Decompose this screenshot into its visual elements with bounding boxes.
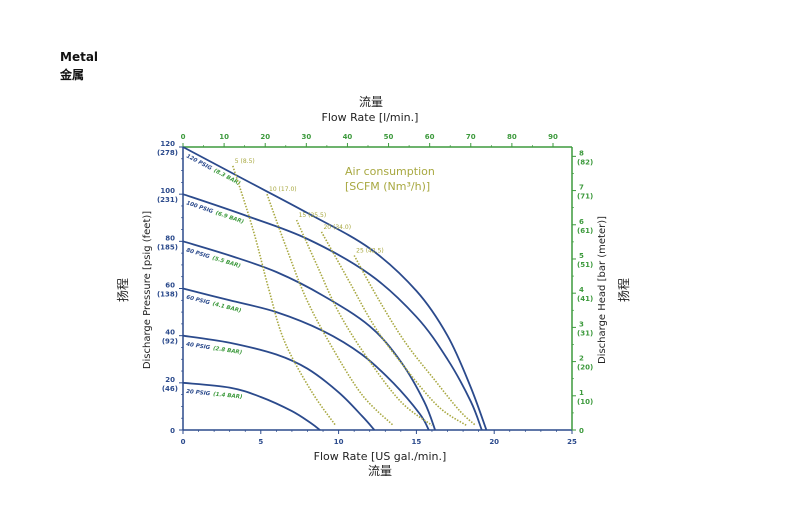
bottom-tick-label: 20 [489, 438, 499, 446]
right-tick-label: 2 [579, 355, 584, 363]
pump-curve-line [182, 334, 376, 431]
right-tick-label: 0 [579, 427, 584, 435]
pump-curve-label-text: 20 PSIG (1.4 BAR) [186, 389, 243, 401]
right-tick-sublabel: (71) [577, 193, 593, 201]
left-tick-label: 20 [165, 376, 175, 384]
top-tick-label: 50 [384, 133, 394, 141]
bottom-tick-label: 0 [181, 438, 186, 446]
pump-curve-line [182, 240, 436, 431]
left-tick-label: 60 [165, 282, 175, 290]
right-tick-label: 1 [579, 389, 584, 397]
top-axis-cn-label: 流量 [359, 95, 383, 109]
left-tick-sublabel: (92) [162, 338, 178, 346]
right-tick-sublabel: (51) [577, 261, 593, 269]
top-tick-label: 0 [181, 133, 186, 141]
right-axis-cn-label: 扬程 [616, 278, 631, 302]
left-axis-label: Discharge Pressure [psig (feet)] [142, 211, 153, 369]
pump-curve-line [182, 381, 321, 431]
pump-curve-bar-label: (2.8 BAR) [213, 346, 243, 356]
left-tick-sublabel: (185) [157, 243, 178, 251]
air-curve-label: 10 (17.0) [269, 186, 297, 193]
bottom-axis-cn-label: 流量 [368, 464, 392, 478]
left-tick-sublabel: (138) [157, 291, 178, 299]
right-tick-label: 4 [579, 286, 584, 294]
air-curve-label: 15 (25.5) [299, 212, 327, 219]
top-tick-label: 60 [425, 133, 435, 141]
right-tick-sublabel: (82) [577, 158, 593, 166]
right-tick-label: 5 [579, 252, 584, 260]
right-tick-label: 6 [579, 218, 584, 226]
right-tick-sublabel: (20) [577, 364, 593, 372]
pump-curve-label-text: 60 PSIG(4.1 BAR) [186, 295, 242, 315]
top-tick-label: 40 [343, 133, 353, 141]
top-tick-label: 90 [548, 133, 558, 141]
bottom-axis-label: Flow Rate [US gal./min.] [314, 450, 447, 463]
bottom-tick-label: 25 [567, 438, 577, 446]
left-tick-label: 40 [165, 329, 175, 337]
pump-curves: 120 PSIG(8.3 BAR)100 PSIG(6.9 BAR)80 PSI… [182, 146, 488, 431]
right-axis-label: Discharge Head [bar (meter)] [597, 216, 608, 364]
air-curve-label: 20 (34.0) [323, 224, 351, 231]
left-tick-sublabel: (278) [157, 149, 178, 157]
pump-curve-name: 40 PSIG [186, 342, 211, 352]
right-tick-sublabel: (10) [577, 398, 593, 406]
right-tick-sublabel: (41) [577, 295, 593, 303]
pump-curve-label: 40 PSIG (2.8 BAR) [186, 342, 243, 356]
right-tick-label: 8 [579, 149, 584, 157]
pump-curve-line [182, 146, 488, 431]
top-tick-label: 70 [466, 133, 476, 141]
pump-curve-bar-label: (4.1 BAR) [212, 301, 242, 314]
air-consumption-curves: 5 (8.5) 10 (17.0) 15 (25.5) 20 (34.0) 25 (42… [232, 158, 477, 426]
left-tick-label: 120 [160, 140, 175, 148]
pump-curve-label-text: 120 PSIG(8.3 BAR) [185, 153, 241, 187]
top-axis-label: Flow Rate [l/min.] [322, 111, 419, 124]
pump-curve-bar-label: (1.4 BAR) [213, 392, 243, 401]
air-curve-line [232, 165, 337, 426]
pump-curve-line [182, 287, 430, 431]
pump-curve-label: 120 PSIG(8.3 BAR) [185, 153, 241, 187]
header-title-en: Metal [60, 50, 99, 64]
bottom-tick-label: 15 [412, 438, 422, 446]
air-curve-line [353, 255, 477, 426]
right-tick-sublabel: (31) [577, 329, 593, 337]
air-curve-line [295, 219, 433, 426]
pump-curve-name: 60 PSIG [186, 295, 211, 307]
air-curve-line [320, 231, 467, 426]
top-tick-label: 10 [219, 133, 229, 141]
left-tick-sublabel: (231) [157, 196, 178, 204]
right-tick-sublabel: (61) [577, 227, 593, 235]
top-tick-label: 20 [260, 133, 270, 141]
bottom-tick-label: 5 [258, 438, 263, 446]
top-tick-label: 80 [507, 133, 517, 141]
left-tick-label: 0 [170, 427, 175, 435]
pump-curve-label: 60 PSIG(4.1 BAR) [186, 295, 242, 315]
air-curve-label: 5 (8.5) [235, 158, 255, 165]
right-tick-label: 3 [579, 320, 584, 328]
pump-curve-name: 80 PSIG [185, 248, 210, 261]
pump-curve-label-text: 40 PSIG (2.8 BAR) [186, 342, 243, 356]
air-consumption-label-line1: Air consumption [345, 165, 435, 178]
right-tick-label: 7 [579, 184, 584, 192]
left-tick-label: 80 [165, 234, 175, 242]
pump-curve-line [182, 193, 483, 431]
air-consumption-label-line2: [SCFM (Nm³/h)] [345, 180, 430, 193]
left-tick-sublabel: (46) [162, 385, 178, 393]
bottom-tick-label: 10 [334, 438, 344, 446]
air-curve-label: 25 (42.5) [356, 247, 384, 254]
top-tick-label: 30 [301, 133, 311, 141]
left-axis-cn-label: 扬程 [115, 278, 130, 302]
axes: 0 5 10 15 20 250 10 20 30 40 50 60 70 80 90020(46)40(9… [157, 133, 593, 446]
pump-curve-label: 20 PSIG (1.4 BAR) [186, 389, 243, 401]
left-tick-label: 100 [160, 187, 175, 195]
pump-curve-name: 20 PSIG [186, 389, 211, 397]
header-title-zh: 金属 [60, 68, 85, 82]
